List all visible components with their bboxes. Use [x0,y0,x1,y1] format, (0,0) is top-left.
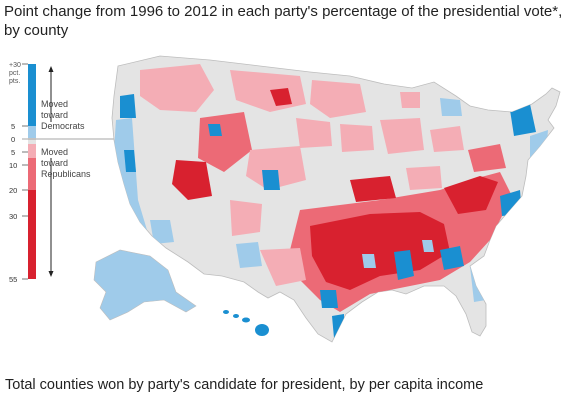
legend-bar-rep-strong [28,190,36,279]
legend-dem-label-3: Democrats [41,121,85,131]
hawaii-inset [223,310,269,336]
legend-unit-pts: pts. [9,78,20,85]
legend-bar-rep-mid [28,158,36,190]
legend-dem-label-1: Moved [41,99,68,109]
legend-tick-rep-30: 30 [9,212,17,221]
alaska-inset [93,249,197,321]
legend-tick-rep-55: 55 [9,275,17,284]
legend-unit-pct: pct. [9,70,20,77]
legend-tick-rep-5: 5 [11,148,15,157]
legend-tick-rep-10: 10 [9,161,17,170]
legend-tick-dem-5: 5 [11,122,15,131]
color-legend: +30 pct. pts. 5 0 5 10 20 30 55 Moved to… [9,62,116,284]
footer-caption: Total counties won by party's candidate … [5,377,484,393]
county-change-map [93,55,561,343]
legend-bar-neutral [28,138,36,144]
legend-rep-label-1: Moved [41,147,68,157]
chart-title: Point change from 1996 to 2012 in each p… [4,3,563,39]
legend-tick-rep-20: 20 [9,186,17,195]
legend-bar-rep-light [28,144,36,158]
county-color-patches [114,64,548,338]
legend-tick-dem-max: +30 [9,62,21,69]
legend-tick-zero: 0 [11,135,15,144]
legend-bar-dem-light [28,126,36,138]
legend-rep-label-2: toward [41,158,68,168]
legend-dem-label-2: toward [41,110,68,120]
legend-rep-label-3: Republicans [41,169,91,179]
legend-bar-dem-strong [28,64,36,126]
